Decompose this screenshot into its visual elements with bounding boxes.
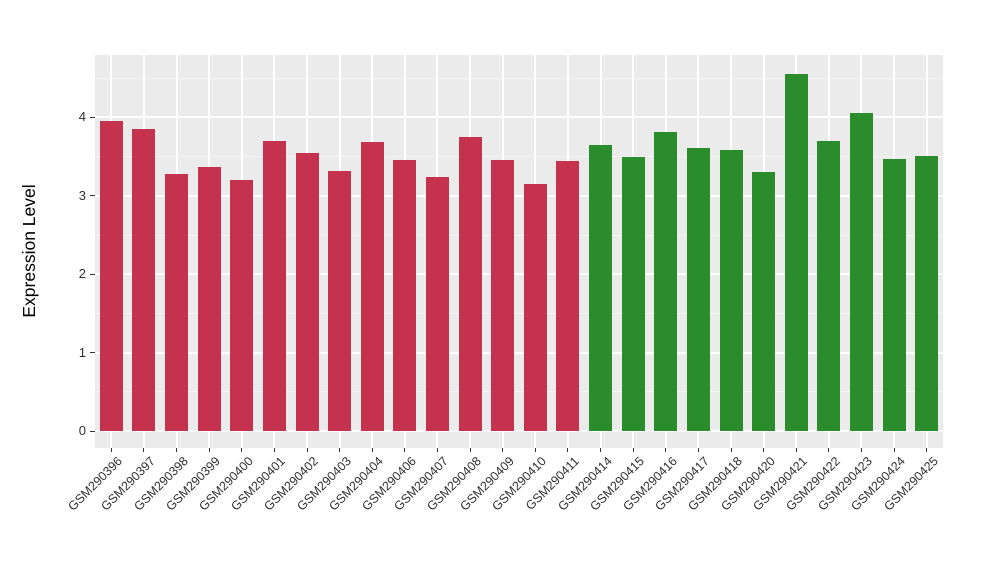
y-tick-mark [90, 352, 95, 354]
gridline-major [95, 430, 943, 432]
bar [491, 159, 515, 431]
plot-panel [95, 55, 943, 448]
x-tick-mark [534, 448, 536, 452]
x-tick-mark [795, 448, 797, 452]
x-tick-mark [208, 448, 210, 452]
gridline-major [95, 116, 943, 119]
bar [523, 184, 547, 431]
x-tick-mark [600, 448, 602, 452]
bar [719, 149, 743, 431]
bar [328, 171, 352, 431]
x-tick-mark [697, 448, 699, 452]
y-tick-mark [90, 430, 95, 432]
bar [197, 166, 221, 431]
gridline-minor [95, 234, 943, 236]
x-tick-mark [241, 448, 243, 452]
bar [621, 157, 645, 431]
bar [849, 113, 873, 431]
bar [165, 173, 189, 431]
bar [556, 160, 580, 431]
x-tick-mark [828, 448, 830, 452]
bar [752, 172, 776, 431]
x-tick-mark [567, 448, 569, 452]
x-tick-mark [339, 448, 341, 452]
gridline-minor [95, 77, 943, 79]
x-tick-mark [436, 448, 438, 452]
gridline-minor [95, 391, 943, 393]
y-axis-title: Expression Level [19, 184, 39, 318]
x-tick-mark [632, 448, 634, 452]
y-tick-label: 0 [78, 423, 86, 438]
gridline-major [95, 351, 943, 354]
bar [295, 152, 319, 431]
bar [458, 137, 482, 431]
y-tick-mark [90, 273, 95, 275]
bar [230, 180, 254, 431]
bar [393, 159, 417, 431]
x-tick-mark [404, 448, 406, 452]
bar [686, 147, 710, 431]
bar [915, 155, 939, 431]
bar [882, 158, 906, 431]
bar [132, 129, 156, 431]
x-tick-mark [893, 448, 895, 452]
x-tick-mark [665, 448, 667, 452]
y-tick-label: 3 [78, 187, 86, 203]
gridline-major [95, 194, 943, 197]
x-tick-mark [860, 448, 862, 452]
bar [262, 140, 286, 431]
y-tick-mark [90, 195, 95, 197]
bar [425, 176, 449, 431]
x-tick-mark [926, 448, 928, 452]
gridline-minor [95, 312, 943, 314]
y-tick-label: 2 [78, 266, 86, 282]
y-tick-mark [90, 116, 95, 118]
x-tick-mark [110, 448, 112, 452]
x-tick-mark [763, 448, 765, 452]
x-tick-mark [502, 448, 504, 452]
x-tick-mark [176, 448, 178, 452]
x-tick-mark [730, 448, 732, 452]
x-tick-mark [143, 448, 145, 452]
bar [654, 131, 678, 431]
bar [360, 142, 384, 431]
y-tick-label: 1 [78, 344, 86, 360]
bar [784, 74, 808, 431]
bar [99, 121, 123, 431]
x-tick-mark [371, 448, 373, 452]
x-tick-mark [306, 448, 308, 452]
gridline-minor [95, 156, 943, 158]
y-tick-label: 4 [78, 109, 86, 125]
gridline-major [95, 273, 943, 276]
x-tick-mark [273, 448, 275, 452]
bar [817, 140, 841, 431]
bar [589, 144, 613, 431]
x-tick-mark [469, 448, 471, 452]
